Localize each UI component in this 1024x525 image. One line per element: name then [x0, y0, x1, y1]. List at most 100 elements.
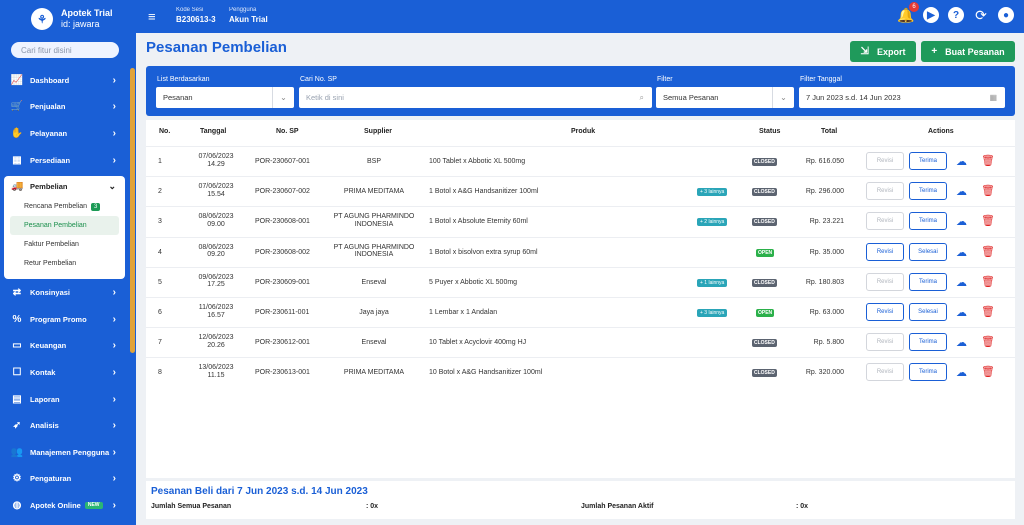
sidebar-subitem-retur-pembelian[interactable]: Retur Pembelian: [4, 254, 119, 273]
row-total: Rp. 320.000: [805, 369, 844, 377]
help-icon[interactable]: ?: [948, 7, 964, 23]
sidebar-item-analisis[interactable]: ➶ Analisis ›: [0, 412, 130, 439]
sidebar-item-konsinyasi[interactable]: ⇄ Konsinyasi ›: [0, 279, 130, 306]
revise-button[interactable]: Revisi: [866, 212, 904, 231]
sidebar-item-label: Manajemen Pengguna: [30, 447, 110, 457]
download-icon[interactable]: ☁: [956, 337, 967, 350]
row-action-button[interactable]: Terima: [909, 272, 947, 291]
search-sp-input[interactable]: Ketik di sini ⌕: [299, 87, 652, 108]
row-action-button[interactable]: Selesai: [909, 242, 947, 261]
revise-button[interactable]: Revisi: [866, 272, 904, 291]
sidebar-item-pembelian-header[interactable]: 🚚 Pembelian ⌄: [4, 176, 125, 197]
col-total: Total: [821, 128, 838, 135]
download-icon[interactable]: ☁: [956, 216, 967, 229]
delete-icon[interactable]: 🗑: [981, 275, 995, 288]
delete-icon[interactable]: 🗑: [981, 245, 995, 258]
row-action-button[interactable]: Terima: [909, 333, 947, 352]
row-action-button[interactable]: Selesai: [909, 303, 947, 321]
date-filter-input[interactable]: 7 Jun 2023 s.d. 14 Jun 2023 ▦: [799, 87, 1005, 108]
account-icon[interactable]: ●: [998, 7, 1014, 23]
delete-icon[interactable]: 🗑: [981, 336, 995, 349]
sidebar-item-label: Dashboard: [30, 75, 70, 85]
sidebar-item-program-promo[interactable]: % Program Promo ›: [0, 306, 130, 333]
bell-icon[interactable]: 🔔 6: [897, 2, 919, 23]
sidebar-item-pelayanan[interactable]: ✋ Pelayanan ›: [0, 120, 130, 147]
gear-icon: ⚙: [12, 473, 22, 485]
delete-icon[interactable]: 🗑: [981, 215, 995, 228]
orders-table: No. Tanggal No. SP Supplier Produk Statu…: [146, 120, 1015, 478]
brand[interactable]: ⚘ Apotek Trial id: jawara: [0, 0, 136, 38]
session-code-label: Kode Sesi: [176, 7, 204, 13]
more-products-badge[interactable]: + 3 lainnya: [697, 309, 728, 317]
sidebar-item-penjualan[interactable]: 🛒 Penjualan ›: [0, 94, 130, 121]
table-row: 7 12/06/2023 20.26 POR-230612-001 Enseval 10 …: [146, 327, 1015, 357]
sidebar-item-dashboard[interactable]: 📈 Dashboard ›: [0, 67, 130, 94]
row-action-button[interactable]: Terima: [909, 212, 947, 231]
sidebar-subitem-rencana-pembelian[interactable]: Rencana Pembelian 3: [4, 197, 119, 216]
row-number: 7: [158, 339, 162, 347]
brand-subtitle: id: jawara: [61, 19, 100, 29]
delete-icon[interactable]: 🗑: [981, 366, 995, 379]
more-products-badge[interactable]: + 2 lainnya: [697, 218, 728, 227]
export-button[interactable]: ⇲ Export: [850, 41, 916, 62]
row-action-button[interactable]: Terima: [909, 363, 947, 382]
row-number: 4: [158, 248, 162, 256]
download-icon[interactable]: ☁: [956, 276, 967, 289]
revise-button[interactable]: Revisi: [866, 303, 904, 321]
download-icon[interactable]: ☁: [956, 186, 967, 199]
row-product: 10 Tablet x Acyclovir 400mg HJ: [429, 339, 527, 347]
globe-icon: ◍: [12, 499, 22, 511]
sidebar-item-label: Pelayanan: [30, 128, 68, 138]
sidebar-item-persediaan[interactable]: ▦ Persediaan ›: [0, 147, 130, 174]
filter-select[interactable]: Semua Pesanan ⌄: [656, 87, 794, 108]
revise-button[interactable]: Revisi: [866, 152, 904, 170]
revise-button[interactable]: Revisi: [866, 363, 904, 382]
filter-label: Filter: [657, 76, 673, 83]
download-icon[interactable]: ☁: [956, 156, 967, 168]
sidebar-item-label: Konsinyasi: [30, 288, 71, 298]
more-products-badge[interactable]: + 1 lainnya: [697, 278, 728, 287]
more-products-badge[interactable]: + 3 lainnya: [697, 188, 728, 197]
sidebar-item-pembelian[interactable]: 🚚 Pembelian ⌄ Rencana Pembelian 3 Pesanan Pem…: [4, 176, 125, 279]
refresh-icon[interactable]: ⟳: [975, 6, 987, 23]
delete-icon[interactable]: 🗑: [981, 306, 995, 318]
sidebar-item-manajemen-pengguna[interactable]: 👥 Manajemen Pengguna ›: [0, 439, 130, 466]
truck-icon: 🚚: [11, 180, 24, 192]
row-number: 3: [158, 218, 162, 226]
sidebar-search-input[interactable]: Cari fitur disini: [11, 42, 119, 58]
menu-toggle-icon[interactable]: ≡: [148, 9, 156, 24]
row-action-button[interactable]: Terima: [909, 152, 947, 170]
row-date: 13/06/2023 11.15: [186, 364, 246, 379]
sidebar-subitem-faktur-pembelian[interactable]: Faktur Pembelian: [4, 235, 119, 254]
sidebar-item-kontak[interactable]: ☐ Kontak ›: [0, 359, 130, 386]
sidebar-scrollbar[interactable]: [130, 68, 135, 353]
row-sp-number: POR-230607-001: [255, 158, 310, 165]
list-by-select[interactable]: Pesanan ⌄: [156, 87, 294, 108]
create-order-button[interactable]: + Buat Pesanan: [921, 41, 1015, 62]
play-icon[interactable]: ▶: [923, 7, 939, 23]
sidebar-item-pengaturan[interactable]: ⚙ Pengaturan ›: [0, 466, 130, 493]
sidebar-item-apotek-online[interactable]: ◍ Apotek Online NEW ›: [0, 492, 130, 519]
row-supplier-line1: Enseval: [361, 278, 387, 286]
row-date-day: 13/06/2023: [198, 364, 234, 372]
sidebar-item-keuangan[interactable]: ▭ Keuangan ›: [0, 333, 130, 360]
download-icon[interactable]: ☁: [956, 246, 967, 259]
sidebar-item-laporan[interactable]: ▤ Laporan ›: [0, 386, 130, 413]
sidebar-item-label: Laporan: [30, 394, 60, 404]
sidebar-subitem-pesanan-pembelian[interactable]: Pesanan Pembelian: [10, 216, 119, 235]
download-icon[interactable]: ☁: [956, 367, 967, 380]
download-icon[interactable]: ☁: [956, 307, 967, 319]
row-date-day: 12/06/2023: [198, 334, 234, 342]
status-badge: CLOSED: [752, 369, 777, 378]
delete-icon[interactable]: 🗑: [981, 155, 995, 167]
search-sp-label: Cari No. SP: [300, 76, 337, 83]
revise-button[interactable]: Revisi: [866, 182, 904, 201]
row-action-button[interactable]: Terima: [909, 182, 947, 201]
revise-button[interactable]: Revisi: [866, 242, 904, 261]
row-supplier-line1: Jaya jaya: [359, 309, 389, 316]
filter-bar: List Berdasarkan Pesanan ⌄ Cari No. SP K…: [146, 66, 1015, 116]
revise-button[interactable]: Revisi: [866, 333, 904, 352]
hand-icon: ✋: [10, 127, 24, 139]
delete-icon[interactable]: 🗑: [981, 185, 995, 198]
user-value: Akun Trial: [229, 15, 268, 24]
